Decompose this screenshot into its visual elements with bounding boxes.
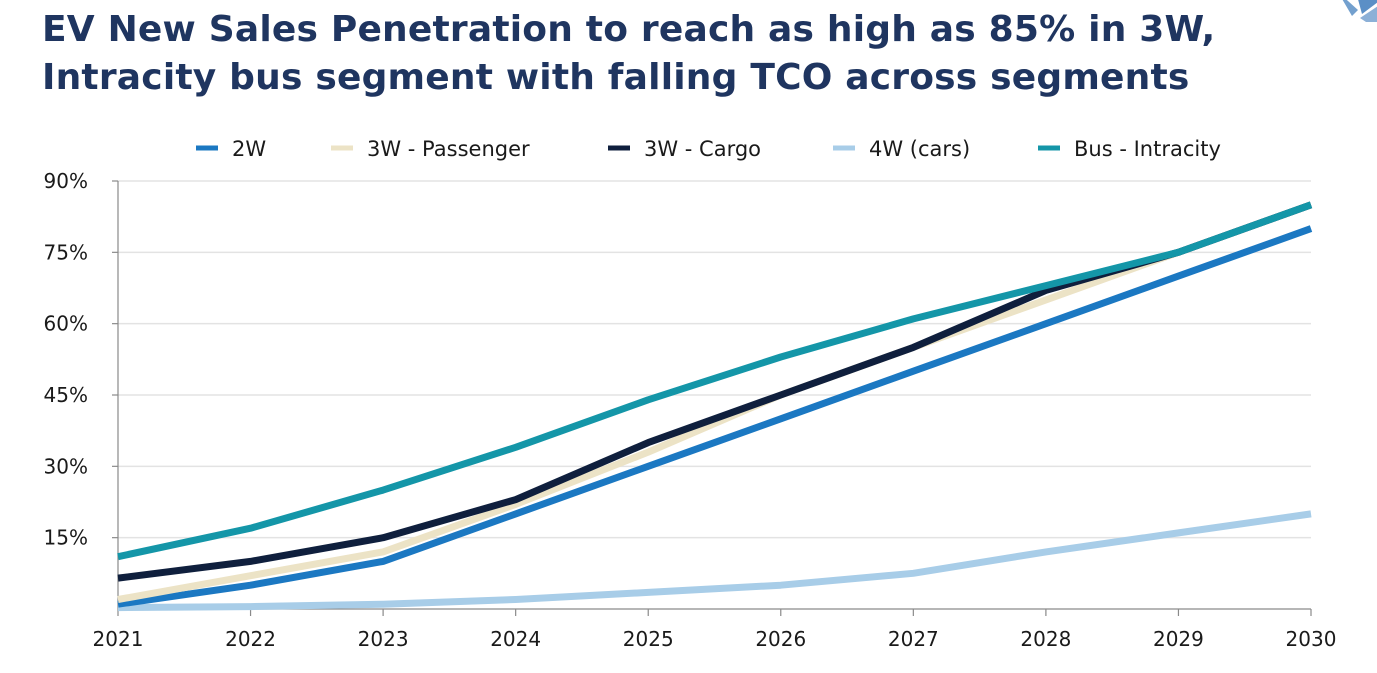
x-tick-label: 2023 bbox=[358, 627, 409, 651]
series-line-4w-cars bbox=[117, 510, 1312, 612]
chart-series bbox=[117, 201, 1313, 612]
x-tick-label: 2029 bbox=[1153, 627, 1204, 651]
series-line-3w-passenger bbox=[117, 201, 1313, 603]
y-tick-label: 75% bbox=[44, 240, 88, 264]
y-tick-label: 30% bbox=[44, 454, 88, 478]
logo-shape bbox=[1358, 0, 1377, 14]
legend-item-4w-cars: 4W (cars) bbox=[833, 137, 970, 161]
legend-label: Bus - Intracity bbox=[1074, 137, 1221, 161]
legend-label: 4W (cars) bbox=[869, 137, 970, 161]
x-tick-label: 2021 bbox=[93, 627, 144, 651]
legend-item-3w-passenger: 3W - Passenger bbox=[331, 137, 530, 161]
x-tick-label: 2026 bbox=[755, 627, 806, 651]
series-line-bus-intracity bbox=[117, 201, 1313, 561]
chart-axes bbox=[112, 180, 1312, 616]
y-tick-label: 15% bbox=[44, 526, 88, 550]
logo-shape bbox=[1342, 0, 1358, 16]
chart-legend: 2W 3W - Passenger 3W - Cargo 4W (cars) Bus -… bbox=[196, 137, 1221, 161]
logo-shape bbox=[1360, 6, 1377, 22]
legend-item-bus-intracity: Bus - Intracity bbox=[1038, 137, 1221, 161]
x-tick-label: 2028 bbox=[1020, 627, 1071, 651]
x-tick-label: 2027 bbox=[888, 627, 939, 651]
y-tick-label: 60% bbox=[44, 312, 88, 336]
x-tick-label: 2030 bbox=[1286, 627, 1337, 651]
x-tick-label: 2024 bbox=[490, 627, 541, 651]
x-tick-label: 2025 bbox=[623, 627, 674, 651]
legend-label: 3W - Cargo bbox=[644, 137, 761, 161]
legend-item-2w: 2W bbox=[196, 137, 266, 161]
chart-gridlines bbox=[118, 180, 1311, 539]
y-axis-tick-labels: 15% 30% 45% 60% 75% 90% bbox=[44, 169, 88, 550]
legend-label: 3W - Passenger bbox=[367, 137, 530, 161]
series-line-2w bbox=[117, 225, 1313, 608]
chart-title-line-1: EV New Sales Penetration to reach as hig… bbox=[42, 9, 1216, 50]
legend-label: 2W bbox=[232, 137, 266, 161]
y-tick-label: 90% bbox=[44, 169, 88, 193]
y-tick-label: 45% bbox=[44, 383, 88, 407]
brand-logo-icon bbox=[1342, 0, 1377, 22]
legend-item-3w-cargo: 3W - Cargo bbox=[608, 137, 761, 161]
chart-title-line-2: Intracity bus segment with falling TCO a… bbox=[42, 57, 1190, 98]
x-axis-tick-labels: 2021 2022 2023 2024 2025 2026 2027 2028 2029 2030 bbox=[93, 627, 1337, 651]
x-tick-label: 2022 bbox=[225, 627, 276, 651]
chart-title: EV New Sales Penetration to reach as hig… bbox=[42, 6, 1322, 102]
